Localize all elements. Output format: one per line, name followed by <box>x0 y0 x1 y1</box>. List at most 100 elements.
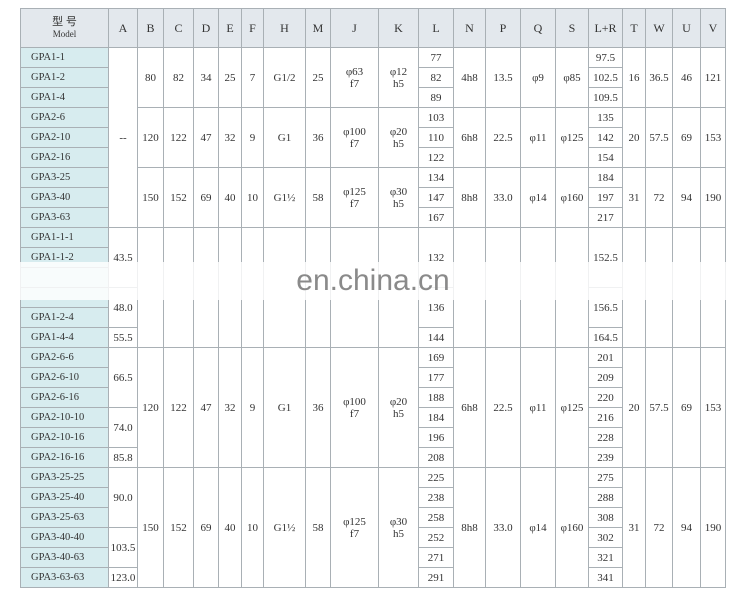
value-cell: 6h8 <box>453 107 486 168</box>
model-cell: GPA3-25-63 <box>20 507 109 528</box>
value-cell: φ14 <box>520 167 556 228</box>
value-cell: 66.5 <box>108 347 138 408</box>
model-cell: GPA1-4-4 <box>20 327 109 348</box>
column-header: J <box>330 8 379 48</box>
value-cell: 80 <box>137 47 164 108</box>
value-cell: 121 <box>700 47 726 108</box>
value-cell: 13.5 <box>485 47 521 108</box>
value-cell: 89 <box>418 87 454 108</box>
value-cell: φ20 h5 <box>378 107 419 168</box>
table-row: GPA2-6-10 177 209 <box>20 367 726 388</box>
value-cell: φ85 <box>555 47 589 108</box>
value-cell: 120 <box>137 347 164 468</box>
value-cell: G1½ <box>263 467 306 588</box>
value-cell: 47 <box>193 107 219 168</box>
model-cell: GPA2-6-6 <box>20 347 109 368</box>
value-cell: 321 <box>588 547 623 568</box>
value-cell: 82 <box>163 47 194 108</box>
value-cell: 10 <box>241 467 264 588</box>
value-cell: 103.5 <box>108 527 138 568</box>
model-cell: GPA2-10-16 <box>20 427 109 448</box>
value-cell: 123.0 <box>108 567 138 588</box>
value-cell: 47 <box>193 347 219 468</box>
model-cell: GPA1-1 <box>20 47 109 68</box>
table-row: GPA3-40 147 197 <box>20 187 726 208</box>
model-cell: GPA2-6-10 <box>20 367 109 388</box>
value-cell: 103 <box>418 107 454 128</box>
value-cell: 208 <box>418 447 454 468</box>
value-cell: φ160 <box>555 467 589 588</box>
value-cell: 69 <box>193 167 219 228</box>
value-cell: 288 <box>588 487 623 508</box>
value-cell: 169 <box>418 347 454 368</box>
table-row: GPA3-63-63 123.0 291 341 <box>20 567 726 588</box>
value-cell: 275 <box>588 467 623 488</box>
column-header: B <box>137 8 164 48</box>
value-cell: 190 <box>700 467 726 588</box>
column-header: U <box>672 8 701 48</box>
value-cell: φ20 h5 <box>378 347 419 468</box>
value-cell: 25 <box>218 47 242 108</box>
value-cell: 36.5 <box>645 47 673 108</box>
value-cell: 90.0 <box>108 467 138 528</box>
value-cell: φ100 f7 <box>330 347 379 468</box>
value-cell: 209 <box>588 367 623 388</box>
table-row: GPA1-4 89 109.5 <box>20 87 726 108</box>
value-cell: G1 <box>263 107 306 168</box>
column-header: H <box>263 8 306 48</box>
model-cell: GPA3-25-25 <box>20 467 109 488</box>
value-cell: 46 <box>672 47 701 108</box>
value-cell: 152 <box>163 467 194 588</box>
value-cell: 152 <box>163 167 194 228</box>
value-cell: 9 <box>241 107 264 168</box>
value-cell: 72 <box>645 167 673 228</box>
value-cell: 20 <box>622 107 646 168</box>
value-cell: 122 <box>163 347 194 468</box>
column-header: S <box>555 8 589 48</box>
value-cell: 217 <box>588 207 623 228</box>
column-header: L+R <box>588 8 623 48</box>
table-row: GPA3-40-63 271 321 <box>20 547 726 568</box>
value-cell: 16 <box>622 47 646 108</box>
value-cell: φ125 <box>555 107 589 168</box>
value-cell: 153 <box>700 107 726 168</box>
model-cell: GPA3-25-40 <box>20 487 109 508</box>
model-cell: GPA1-2 <box>20 67 109 88</box>
table-row: GPA3-63 167 217 <box>20 207 726 228</box>
model-header: 型 号 Model <box>20 8 109 48</box>
value-cell: 58 <box>305 167 331 228</box>
model-cell: GPA3-25 <box>20 167 109 188</box>
table-row: GPA3-40-40 103.5 252 302 <box>20 527 726 568</box>
value-cell: G1½ <box>263 167 306 228</box>
value-cell: 164.5 <box>588 327 623 348</box>
value-cell: 120 <box>137 107 164 168</box>
model-cell: GPA3-40-40 <box>20 527 109 548</box>
column-header: D <box>193 8 219 48</box>
value-cell: 33.0 <box>485 167 521 228</box>
value-cell: 8h8 <box>453 467 486 588</box>
value-cell: 6h8 <box>453 347 486 468</box>
watermark: en.china.cn <box>0 262 746 300</box>
value-cell: 153 <box>700 347 726 468</box>
value-cell: 10 <box>241 167 264 228</box>
column-header: P <box>485 8 521 48</box>
value-cell: 36 <box>305 107 331 168</box>
value-cell: -- <box>108 47 138 228</box>
model-cell: GPA1-4 <box>20 87 109 108</box>
value-cell: 82 <box>418 67 454 88</box>
value-cell: φ125 f7 <box>330 467 379 588</box>
column-header: F <box>241 8 264 48</box>
value-cell: 40 <box>218 167 242 228</box>
model-cell: GPA2-10-10 <box>20 407 109 428</box>
model-cell: GPA2-6 <box>20 107 109 128</box>
value-cell: 147 <box>418 187 454 208</box>
column-header: E <box>218 8 242 48</box>
value-cell: 32 <box>218 107 242 168</box>
value-cell: 122 <box>418 147 454 168</box>
value-cell: φ11 <box>520 107 556 168</box>
value-cell: 9 <box>241 347 264 468</box>
value-cell: 69 <box>672 347 701 468</box>
value-cell: 134 <box>418 167 454 188</box>
value-cell: 69 <box>672 107 701 168</box>
